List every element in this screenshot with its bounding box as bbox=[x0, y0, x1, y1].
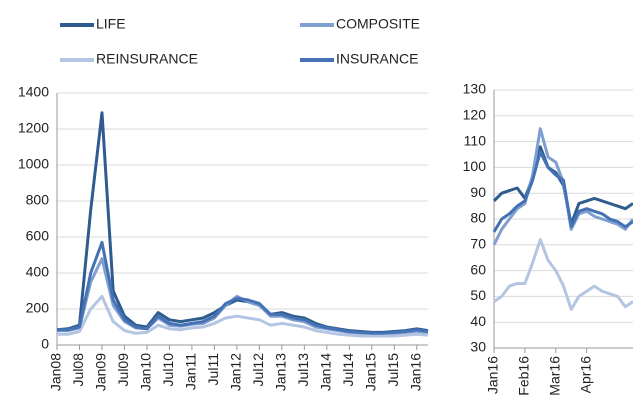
y-tick-label: 1200 bbox=[18, 120, 49, 136]
x-tick-label: Jul13 bbox=[295, 353, 311, 387]
y-tick-label: 40 bbox=[470, 313, 486, 329]
x-tick-label: Jan15 bbox=[362, 353, 378, 391]
x-tick-label: Jan14 bbox=[318, 353, 334, 391]
series-line bbox=[57, 240, 429, 335]
x-tick-label: Feb16 bbox=[516, 356, 532, 396]
y-tick-label: 100 bbox=[463, 158, 487, 174]
y-tick-label: 600 bbox=[26, 228, 50, 244]
x-tick-label: Jan16 bbox=[485, 356, 501, 394]
x-tick-label: Jul14 bbox=[340, 353, 356, 387]
x-tick-label: Jul15 bbox=[385, 353, 401, 387]
y-tick-label: 120 bbox=[463, 107, 487, 123]
y-tick-label: 50 bbox=[470, 287, 486, 303]
x-tick-label: Jan10 bbox=[138, 353, 154, 391]
y-tick-label: 90 bbox=[470, 184, 486, 200]
series-line bbox=[492, 150, 633, 233]
x-tick-label: Jul10 bbox=[160, 353, 176, 387]
y-tick-label: 800 bbox=[26, 192, 50, 208]
series-line bbox=[57, 294, 429, 338]
legend-label: LIFE bbox=[96, 16, 126, 32]
x-tick-label: Jul08 bbox=[70, 353, 86, 387]
y-tick-label: 80 bbox=[470, 210, 486, 226]
x-tick-label: Jan08 bbox=[48, 353, 64, 391]
legend-label: REINSURANCE bbox=[96, 51, 198, 67]
x-tick-label: Jul12 bbox=[250, 353, 266, 387]
y-tick-label: 200 bbox=[26, 300, 50, 316]
y-tick-label: 30 bbox=[470, 339, 486, 355]
legend-label: INSURANCE bbox=[336, 51, 418, 67]
x-tick-label: Apr16 bbox=[577, 356, 593, 394]
y-tick-label: 0 bbox=[41, 336, 49, 352]
x-tick-label: Jan13 bbox=[273, 353, 289, 391]
x-tick-label: Jan12 bbox=[228, 353, 244, 391]
x-tick-label: Jan09 bbox=[93, 353, 109, 391]
x-tick-label: Jan11 bbox=[183, 353, 199, 390]
x-tick-label: Jul09 bbox=[115, 353, 131, 387]
y-tick-label: 70 bbox=[470, 236, 486, 252]
x-tick-label: Jul11 bbox=[205, 353, 221, 386]
series-line bbox=[493, 238, 633, 311]
x-tick-label: Jan16 bbox=[407, 353, 423, 391]
y-tick-label: 60 bbox=[470, 261, 486, 277]
y-tick-label: 110 bbox=[464, 132, 487, 148]
y-tick-label: 400 bbox=[26, 264, 50, 280]
y-tick-label: 130 bbox=[463, 81, 487, 97]
y-tick-label: 1400 bbox=[18, 84, 49, 100]
x-tick-label: Mar16 bbox=[546, 356, 562, 396]
legend-label: COMPOSITE bbox=[336, 16, 420, 32]
y-tick-label: 1000 bbox=[18, 156, 49, 172]
